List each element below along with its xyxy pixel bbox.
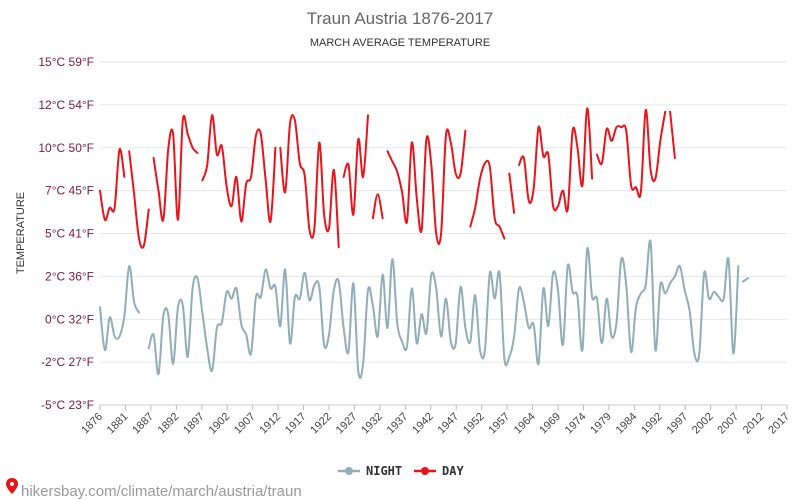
x-tick-label: 1892 <box>156 411 182 437</box>
watermark[interactable]: hikersbay.com/climate/march/austria/trau… <box>6 478 302 500</box>
x-tick-label: 1992 <box>639 411 665 437</box>
legend-day-label: DAY <box>442 464 464 478</box>
legend-item-night[interactable]: NIGHT <box>338 464 402 478</box>
x-tick-label: 2002 <box>690 411 716 437</box>
legend-item-day[interactable]: DAY <box>414 464 464 478</box>
grid <box>100 61 787 406</box>
x-tick-label: 1902 <box>207 411 233 437</box>
legend-night-marker <box>345 467 353 475</box>
x-tick-label: 1881 <box>105 411 131 437</box>
series-line-day <box>201 114 277 223</box>
series-line-day <box>386 128 467 245</box>
series-line-day <box>279 114 340 249</box>
y-tick-label: 2°C 36°F <box>45 269 94 283</box>
y-tick-label: 10°C 50°F <box>38 141 94 155</box>
series-line-day <box>469 159 506 240</box>
series-day <box>99 107 676 249</box>
series-line-night <box>99 265 140 352</box>
legend: NIGHT DAY <box>338 464 464 478</box>
y-tick-label: -2°C 27°F <box>41 355 94 369</box>
series-line-day <box>508 172 516 214</box>
x-tick-label: 1917 <box>283 411 309 437</box>
series-line-day <box>342 114 369 216</box>
watermark-link: hikersbay.com/climate/march/austria/trau… <box>21 483 302 500</box>
x-tick-label: 1974 <box>563 411 589 437</box>
chart-title: Traun Austria 1876-2017 <box>307 9 494 28</box>
x-tick-label: 1937 <box>385 411 411 437</box>
x-tick-label: 1997 <box>665 411 691 437</box>
x-tick-label: 1932 <box>359 411 385 437</box>
series-line-day <box>371 193 384 220</box>
x-tick-label: 2007 <box>715 411 741 437</box>
x-tick-label: 1957 <box>486 411 512 437</box>
y-tick-label: 12°C 54°F <box>38 98 94 112</box>
y-tick-label: 5°C 41°F <box>45 227 94 241</box>
x-tick-label: 1922 <box>308 411 334 437</box>
map-pin-hole-icon <box>10 482 14 486</box>
x-tick-label: 1876 <box>79 411 105 437</box>
x-tick-label: 1952 <box>461 411 487 437</box>
y-tick-label: 0°C 32°F <box>45 312 94 326</box>
y-axis-label: TEMPERATURE <box>15 192 27 274</box>
series-line-day <box>152 114 199 222</box>
x-tick-label: 1907 <box>232 411 258 437</box>
series-line-day <box>128 150 150 249</box>
y-axis-ticks: 15°C 59°F 12°C 54°F 10°C 50°F 7°C 45°F 5°C 4… <box>38 55 94 412</box>
y-tick-label: 15°C 59°F <box>38 55 94 69</box>
x-tick-label: 1984 <box>614 411 640 437</box>
x-tick-label: 2012 <box>741 411 767 437</box>
series-line-day <box>99 147 126 222</box>
legend-night-label: NIGHT <box>366 464 402 478</box>
legend-day-marker <box>421 467 429 475</box>
x-axis-ticks: 1876 1881 1887 1892 1897 1902 1907 1912 1917 1922… <box>79 404 792 437</box>
x-tick-label: 1887 <box>130 411 156 437</box>
series-line-day <box>518 107 594 213</box>
series-line-night <box>147 239 740 379</box>
x-tick-label: 2017 <box>766 411 792 437</box>
x-tick-label: 1927 <box>334 411 360 437</box>
x-tick-label: 1947 <box>436 411 462 437</box>
y-tick-label: -5°C 23°F <box>41 398 94 412</box>
series-line-day <box>669 110 676 159</box>
plot-area <box>99 107 749 379</box>
x-tick-label: 1969 <box>537 411 563 437</box>
series-line-night <box>742 277 749 283</box>
series-night <box>99 239 749 379</box>
series-line-day <box>596 108 667 199</box>
x-tick-label: 1942 <box>410 411 436 437</box>
x-tick-label: 1964 <box>512 411 538 437</box>
chart-subtitle: MARCH AVERAGE TEMPERATURE <box>310 37 490 49</box>
x-tick-label: 1912 <box>257 411 283 437</box>
y-tick-label: 7°C 45°F <box>45 184 94 198</box>
x-tick-label: 1979 <box>588 411 614 437</box>
x-tick-label: 1897 <box>181 411 207 437</box>
